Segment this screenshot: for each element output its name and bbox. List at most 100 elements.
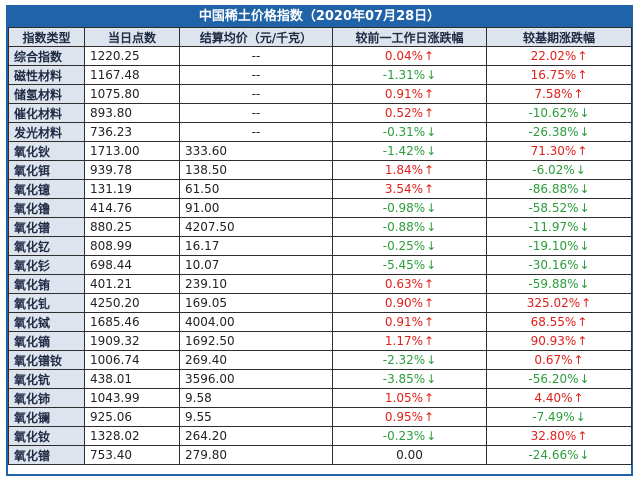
index-type-cell: 氧化铽 bbox=[8, 312, 85, 332]
index-type-cell: 氧化镱 bbox=[8, 179, 85, 199]
points-cell: 131.19 bbox=[84, 179, 180, 199]
down-arrow-icon: ↓ bbox=[579, 201, 590, 215]
index-type-cell: 氧化钪 bbox=[8, 369, 85, 389]
index-type-cell: 氧化镝 bbox=[8, 331, 85, 351]
table-row: 氧化镱 131.19 61.50 3.54%↑ -86.88%↓ bbox=[8, 179, 632, 199]
day-change-cell: -2.32%↓ bbox=[332, 350, 487, 370]
avg-price-cell: 10.07 bbox=[179, 255, 333, 275]
up-arrow-icon: ↑ bbox=[424, 296, 435, 310]
down-arrow-icon: ↓ bbox=[426, 429, 437, 443]
down-arrow-icon: ↓ bbox=[579, 277, 590, 291]
table-body: 综合指数 1220.25 -- 0.04%↑ 22.02%↑ 磁性材料 1167.48 -- -… bbox=[8, 46, 632, 465]
base-change-cell-value: 32.80% bbox=[530, 429, 577, 443]
day-change-cell-value: 0.52% bbox=[384, 106, 424, 120]
day-change-cell: 0.95%↑ bbox=[332, 407, 487, 427]
up-arrow-icon: ↑ bbox=[424, 391, 435, 405]
points-cell: 401.21 bbox=[84, 274, 180, 294]
up-arrow-icon: ↑ bbox=[577, 429, 588, 443]
header-day-change: 较前一工作日涨跌幅 bbox=[332, 27, 487, 47]
day-change-cell: -0.98%↓ bbox=[332, 198, 487, 218]
base-change-cell: -59.88%↓ bbox=[486, 274, 632, 294]
avg-price-cell: 264.20 bbox=[179, 426, 333, 446]
down-arrow-icon: ↓ bbox=[575, 163, 586, 177]
day-change-cell: -5.45%↓ bbox=[332, 255, 487, 275]
table-row: 氧化镨 753.40 279.80 0.00 -24.66%↓ bbox=[8, 445, 632, 465]
index-type-cell: 催化材料 bbox=[8, 103, 85, 123]
index-type-cell: 氧化镨 bbox=[8, 445, 85, 465]
avg-price-cell: 138.50 bbox=[179, 160, 333, 180]
day-change-cell-value: -0.31% bbox=[382, 125, 426, 139]
base-change-cell-value: -59.88% bbox=[528, 277, 579, 291]
points-cell: 1713.00 bbox=[84, 141, 180, 161]
up-arrow-icon: ↑ bbox=[577, 68, 588, 82]
base-change-cell: 90.93%↑ bbox=[486, 331, 632, 351]
day-change-cell-value: 1.05% bbox=[384, 391, 424, 405]
table-row: 发光材料 736.23 -- -0.31%↓ -26.38%↓ bbox=[8, 122, 632, 142]
table-row: 氧化铒 939.78 138.50 1.84%↑ -6.02%↓ bbox=[8, 160, 632, 180]
points-cell: 414.76 bbox=[84, 198, 180, 218]
up-arrow-icon: ↑ bbox=[577, 49, 588, 63]
up-arrow-icon: ↑ bbox=[424, 49, 435, 63]
up-arrow-icon: ↑ bbox=[424, 315, 435, 329]
day-change-cell: 3.54%↑ bbox=[332, 179, 487, 199]
down-arrow-icon: ↓ bbox=[426, 201, 437, 215]
avg-price-cell: 61.50 bbox=[179, 179, 333, 199]
up-arrow-icon: ↑ bbox=[573, 353, 584, 367]
down-arrow-icon: ↓ bbox=[579, 448, 590, 462]
base-change-cell: 7.58%↑ bbox=[486, 84, 632, 104]
base-change-cell-value: 71.30% bbox=[530, 144, 577, 158]
base-change-cell-value: -86.88% bbox=[528, 182, 579, 196]
base-change-cell-value: 90.93% bbox=[530, 334, 577, 348]
base-change-cell: 22.02%↑ bbox=[486, 46, 632, 66]
day-change-cell: -1.31%↓ bbox=[332, 65, 487, 85]
base-change-cell: -58.52%↓ bbox=[486, 198, 632, 218]
base-change-cell: 32.80%↑ bbox=[486, 426, 632, 446]
up-arrow-icon: ↑ bbox=[424, 163, 435, 177]
points-cell: 925.06 bbox=[84, 407, 180, 427]
base-change-cell: -7.49%↓ bbox=[486, 407, 632, 427]
base-change-cell: -19.10%↓ bbox=[486, 236, 632, 256]
header-base-change: 较基期涨跌幅 bbox=[486, 27, 632, 47]
avg-price-cell: -- bbox=[179, 46, 333, 66]
day-change-cell-value: 3.54% bbox=[384, 182, 424, 196]
avg-price-cell: 4004.00 bbox=[179, 312, 333, 332]
day-change-cell-value: -0.23% bbox=[382, 429, 426, 443]
base-change-cell: -10.62%↓ bbox=[486, 103, 632, 123]
base-change-cell: 325.02%↑ bbox=[486, 293, 632, 313]
avg-price-cell: 91.00 bbox=[179, 198, 333, 218]
day-change-cell-value: 0.91% bbox=[384, 315, 424, 329]
day-change-cell-value: -1.42% bbox=[382, 144, 426, 158]
up-arrow-icon: ↑ bbox=[581, 296, 592, 310]
down-arrow-icon: ↓ bbox=[579, 239, 590, 253]
day-change-cell-value: 0.91% bbox=[384, 87, 424, 101]
down-arrow-icon: ↓ bbox=[579, 182, 590, 196]
day-change-cell: 1.05%↑ bbox=[332, 388, 487, 408]
table-row: 氧化镥 414.76 91.00 -0.98%↓ -58.52%↓ bbox=[8, 198, 632, 218]
price-index-panel: 中国稀土价格指数（2020年07月28日） 指数类型 当日点数 结算均价（元/千… bbox=[6, 5, 633, 476]
up-arrow-icon: ↑ bbox=[577, 334, 588, 348]
day-change-cell-value: 0.00 bbox=[396, 448, 423, 462]
index-type-cell: 氧化镨钕 bbox=[8, 350, 85, 370]
base-change-cell: 16.75%↑ bbox=[486, 65, 632, 85]
avg-price-cell: 3596.00 bbox=[179, 369, 333, 389]
points-cell: 438.01 bbox=[84, 369, 180, 389]
header-avg-price: 结算均价（元/千克） bbox=[179, 27, 333, 47]
avg-price-cell: 279.80 bbox=[179, 445, 333, 465]
table-row: 氧化钕 1328.02 264.20 -0.23%↓ 32.80%↑ bbox=[8, 426, 632, 446]
avg-price-cell: -- bbox=[179, 65, 333, 85]
index-type-cell: 磁性材料 bbox=[8, 65, 85, 85]
day-change-cell: 0.63%↑ bbox=[332, 274, 487, 294]
avg-price-cell: -- bbox=[179, 103, 333, 123]
base-change-cell: 68.55%↑ bbox=[486, 312, 632, 332]
up-arrow-icon: ↑ bbox=[424, 277, 435, 291]
base-change-cell-value: 0.67% bbox=[534, 353, 573, 367]
down-arrow-icon: ↓ bbox=[426, 353, 437, 367]
table-row: 氧化铕 401.21 239.10 0.63%↑ -59.88%↓ bbox=[8, 274, 632, 294]
table-row: 氧化钐 698.44 10.07 -5.45%↓ -30.16%↓ bbox=[8, 255, 632, 275]
index-type-cell: 氧化镧 bbox=[8, 407, 85, 427]
down-arrow-icon: ↓ bbox=[426, 144, 437, 158]
day-change-cell: -0.31%↓ bbox=[332, 122, 487, 142]
base-change-cell-value: -56.20% bbox=[528, 372, 579, 386]
day-change-cell-value: 0.95% bbox=[384, 410, 424, 424]
up-arrow-icon: ↑ bbox=[424, 334, 435, 348]
